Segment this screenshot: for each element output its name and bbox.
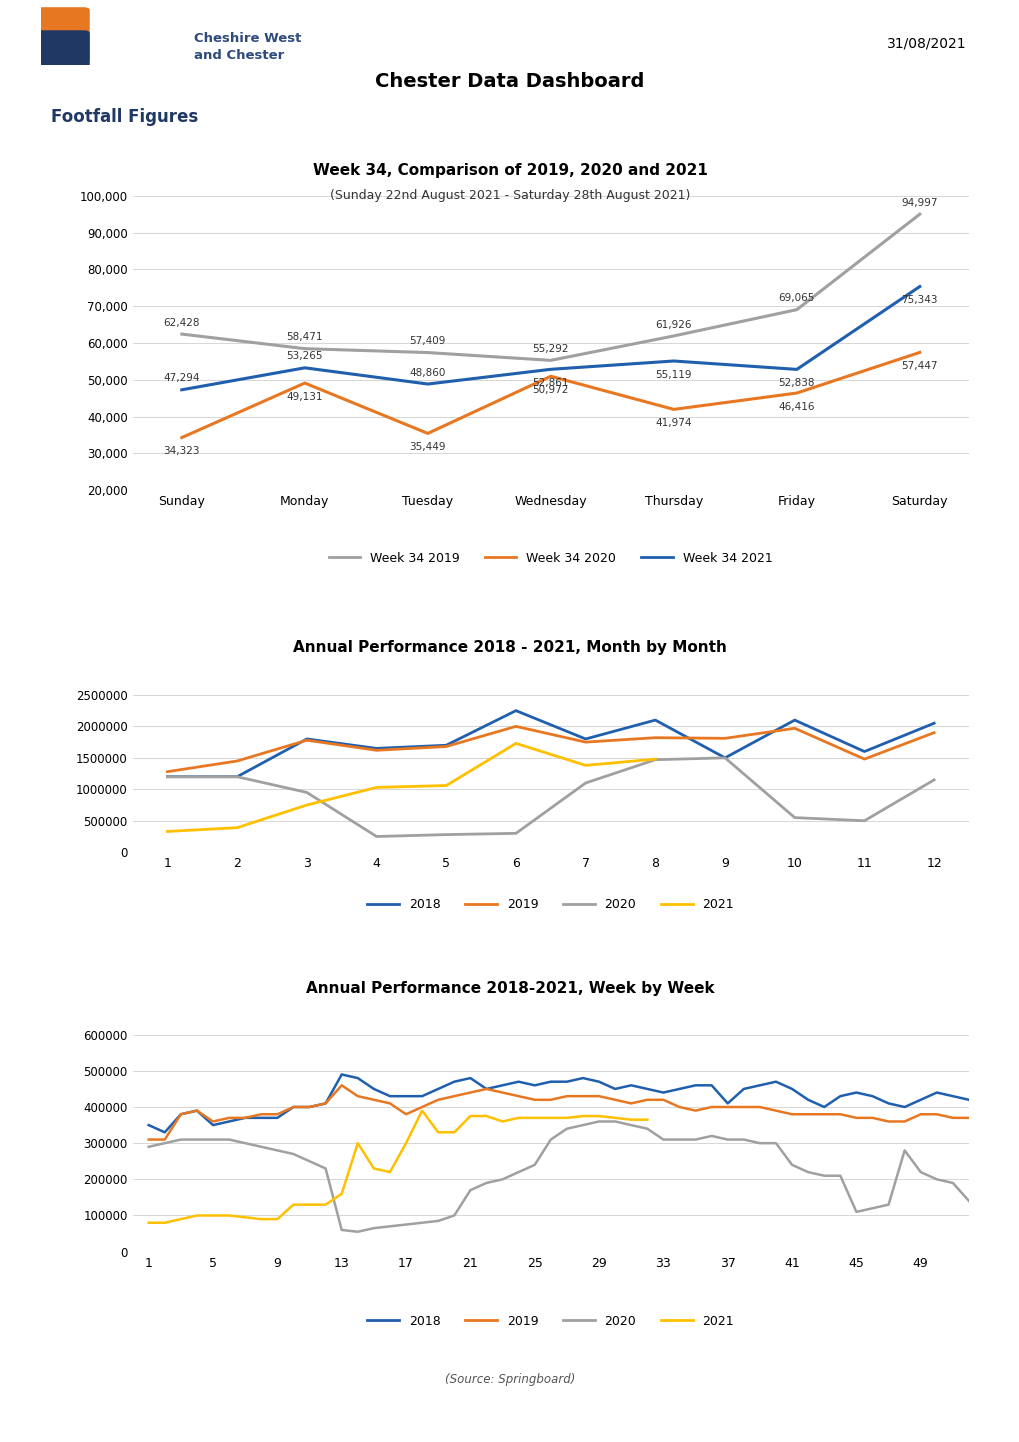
Text: and Chester: and Chester	[194, 49, 283, 62]
Text: Chester Data Dashboard: Chester Data Dashboard	[375, 72, 644, 91]
Text: 57,447: 57,447	[901, 360, 937, 371]
Text: 52,861: 52,861	[532, 378, 569, 388]
Text: 47,294: 47,294	[163, 373, 200, 384]
Legend: 2018, 2019, 2020, 2021: 2018, 2019, 2020, 2021	[362, 893, 739, 916]
Text: (Source: Springboard): (Source: Springboard)	[444, 1373, 575, 1386]
Text: Annual Performance 2018 - 2021, Month by Month: Annual Performance 2018 - 2021, Month by…	[292, 640, 727, 655]
FancyBboxPatch shape	[21, 609, 1008, 937]
Text: 52,838: 52,838	[777, 378, 814, 388]
Text: 50,972: 50,972	[532, 385, 569, 395]
Text: 49,131: 49,131	[286, 392, 323, 402]
FancyBboxPatch shape	[21, 947, 1008, 1348]
Text: 69,065: 69,065	[777, 293, 814, 303]
Text: 94,997: 94,997	[901, 198, 937, 208]
Text: 55,119: 55,119	[655, 369, 691, 379]
Text: 61,926: 61,926	[655, 320, 691, 330]
Text: 53,265: 53,265	[286, 352, 323, 362]
Text: Annual Performance 2018-2021, Week by Week: Annual Performance 2018-2021, Week by We…	[306, 981, 713, 995]
Legend: 2018, 2019, 2020, 2021: 2018, 2019, 2020, 2021	[362, 1309, 739, 1332]
FancyBboxPatch shape	[35, 7, 90, 62]
Text: 75,343: 75,343	[901, 296, 937, 306]
Text: 58,471: 58,471	[286, 332, 323, 342]
Text: 35,449: 35,449	[410, 443, 445, 453]
Text: (Sunday 22nd August 2021 - Saturday 28th August 2021): (Sunday 22nd August 2021 - Saturday 28th…	[329, 189, 690, 202]
FancyBboxPatch shape	[35, 30, 90, 68]
Text: 31/08/2021: 31/08/2021	[887, 36, 966, 50]
Text: Week 34, Comparison of 2019, 2020 and 2021: Week 34, Comparison of 2019, 2020 and 20…	[312, 163, 707, 177]
Text: 55,292: 55,292	[532, 345, 569, 355]
Text: Cheshire West: Cheshire West	[194, 32, 301, 45]
Text: 41,974: 41,974	[655, 418, 691, 428]
Text: 48,860: 48,860	[410, 368, 445, 378]
Text: 57,409: 57,409	[410, 336, 445, 346]
Legend: Week 34 2019, Week 34 2020, Week 34 2021: Week 34 2019, Week 34 2020, Week 34 2021	[324, 547, 776, 570]
Text: 46,416: 46,416	[777, 402, 814, 412]
FancyBboxPatch shape	[21, 118, 1008, 600]
Text: 62,428: 62,428	[163, 317, 200, 327]
Text: 34,323: 34,323	[163, 446, 200, 456]
Text: Footfall Figures: Footfall Figures	[51, 108, 198, 125]
